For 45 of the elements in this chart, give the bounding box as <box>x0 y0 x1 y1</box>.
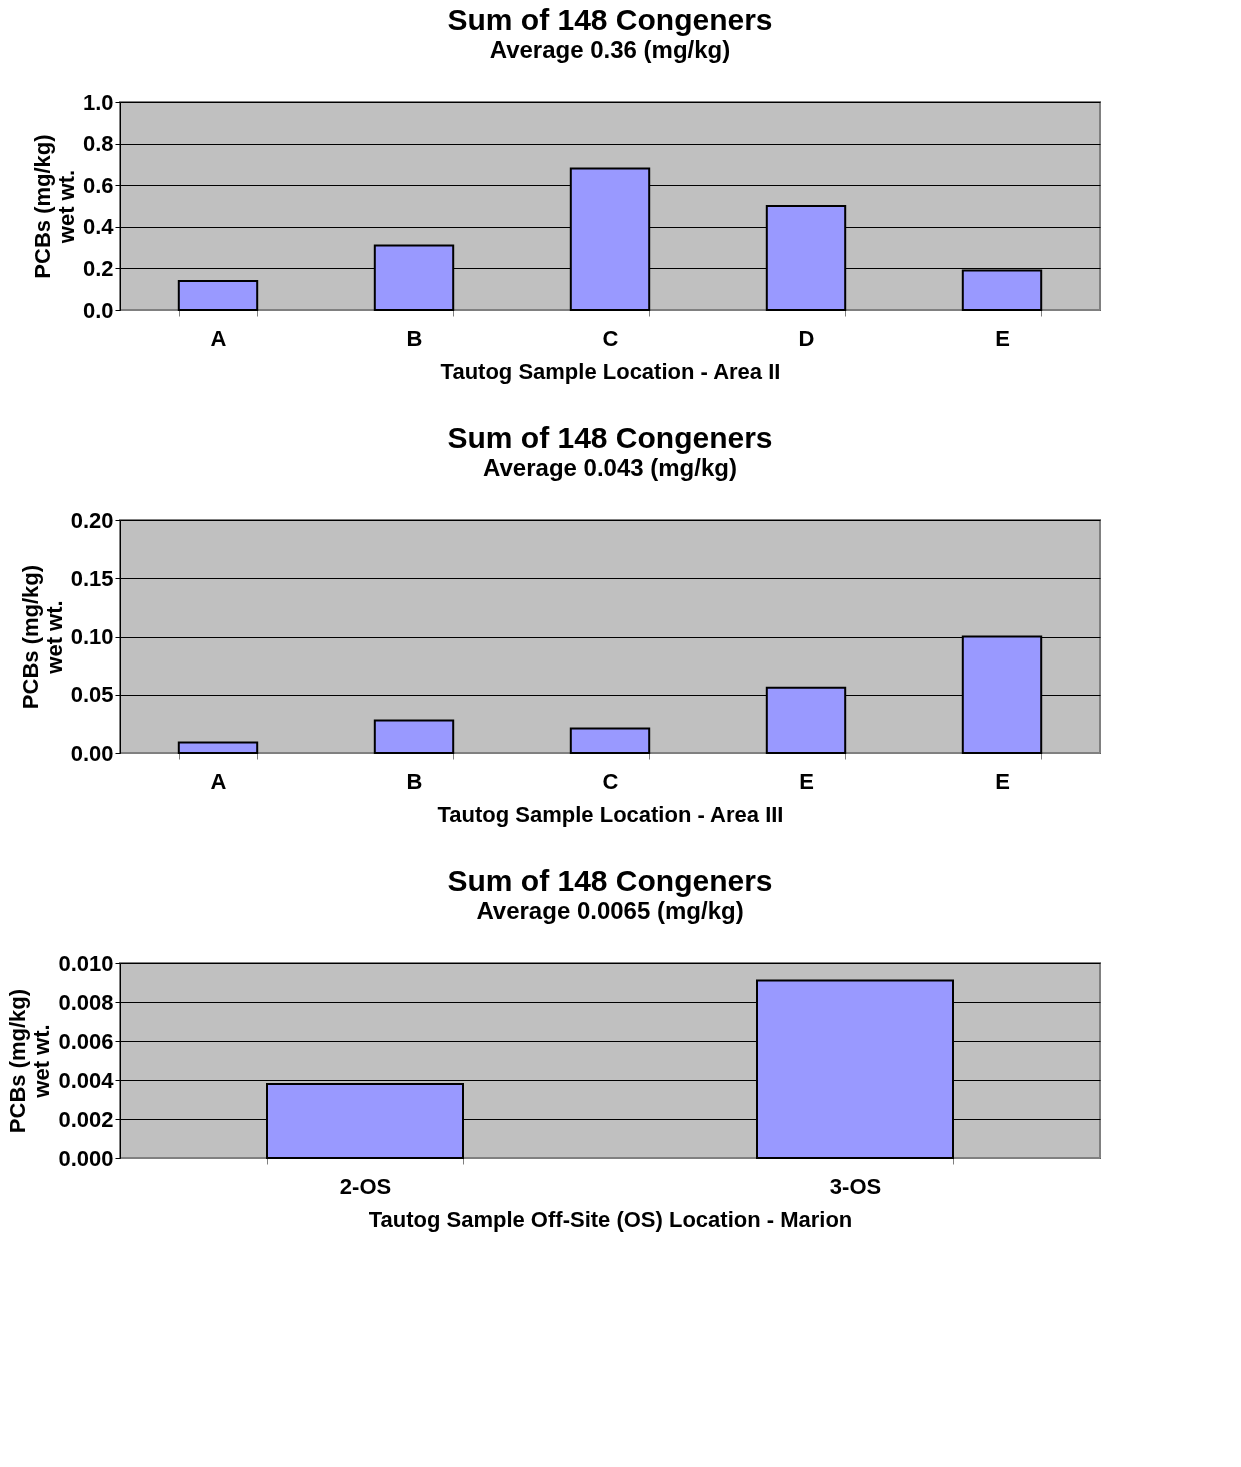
y-tick-label: 1.0 <box>82 89 114 115</box>
x-tick-label: C <box>602 768 619 794</box>
y-tick-label: 0.0 <box>82 297 114 323</box>
chart-title: Sum of 148 Congeners <box>447 421 773 454</box>
chart-title: Sum of 148 Congeners <box>447 3 773 36</box>
y-tick-label: 0.004 <box>58 1067 115 1093</box>
y-axis-title: PCBs (mg/kg) wet wt. <box>29 134 79 279</box>
chart-subtitle: Average 0.36 (mg/kg) <box>489 36 731 63</box>
x-tick-label: 3-OS <box>829 1173 882 1199</box>
x-tick-label: 2-OS <box>339 1173 392 1199</box>
chart-subtitle: Average 0.0065 (mg/kg) <box>476 897 744 924</box>
x-tick-label: D <box>798 325 815 351</box>
x-axis-title: Tautog Sample Location - Area II <box>440 358 781 384</box>
y-tick-label: 0.05 <box>70 682 114 708</box>
y-tick-label: 0.2 <box>82 255 114 281</box>
y-axis-title: PCBs (mg/kg) wet wt. <box>5 988 55 1134</box>
x-tick-label: B <box>406 325 423 351</box>
x-tick-label: B <box>406 768 423 794</box>
x-tick-label: E <box>995 325 1010 351</box>
bar <box>569 727 651 754</box>
x-tick-label: E <box>995 768 1010 794</box>
y-tick-label: 0.006 <box>58 1028 114 1054</box>
bar <box>177 279 259 311</box>
y-tick-label: 0.10 <box>70 624 114 649</box>
y-tick-label: 0.15 <box>70 565 114 591</box>
y-tick-label: 0.002 <box>58 1106 114 1132</box>
y-tick-label: 0.010 <box>58 950 114 976</box>
bar <box>177 741 259 754</box>
y-tick-label: 0.8 <box>82 131 114 157</box>
y-tick-label: 0.4 <box>82 214 115 240</box>
x-tick-label: A <box>210 768 227 794</box>
x-axis-title: Tautog Sample Off-Site (OS) Location - Marion <box>368 1206 853 1232</box>
x-axis-title: Tautog Sample Location - Area III <box>437 801 784 827</box>
chart-subtitle: Average 0.043 (mg/kg) <box>483 454 737 481</box>
x-tick-label: A <box>210 325 227 351</box>
y-tick-label: 0.6 <box>82 172 114 198</box>
x-tick-label: C <box>602 325 619 351</box>
y-axis-title: PCBs (mg/kg) wet wt. <box>17 564 67 710</box>
chart-title: Sum of 148 Congeners <box>447 864 773 897</box>
y-tick-label: 0.20 <box>70 507 114 533</box>
y-tick-label: 0.000 <box>58 1145 114 1171</box>
y-tick-label: 0.008 <box>58 989 114 1015</box>
x-tick-label: E <box>799 768 814 794</box>
bar <box>373 719 455 754</box>
y-tick-label: 0.00 <box>70 740 114 766</box>
